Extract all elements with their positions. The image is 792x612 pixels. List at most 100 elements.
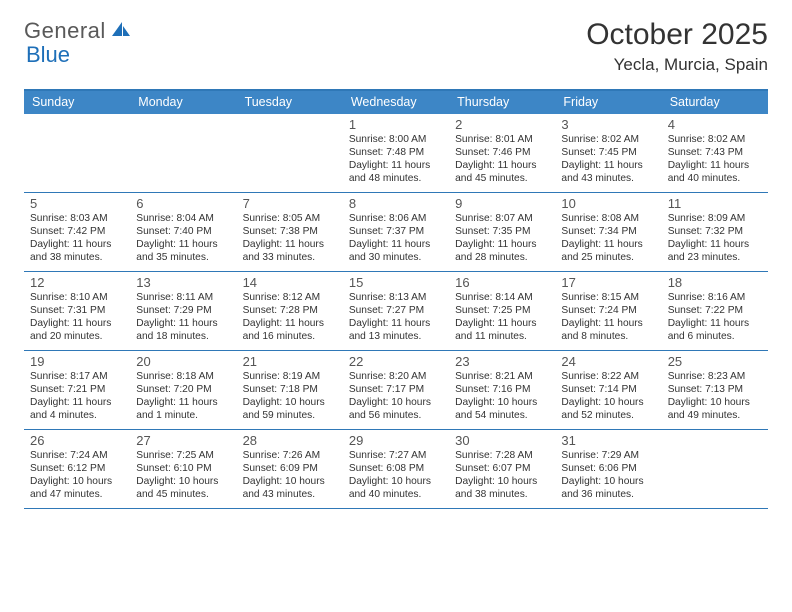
daylight-text-1: Daylight: 11 hours	[136, 396, 230, 409]
daylight-text-2: and 40 minutes.	[668, 172, 762, 185]
sunrise-text: Sunrise: 8:09 AM	[668, 212, 762, 225]
day-cell: 13Sunrise: 8:11 AMSunset: 7:29 PMDayligh…	[130, 272, 236, 350]
daylight-text-1: Daylight: 11 hours	[243, 317, 337, 330]
daylight-text-1: Daylight: 10 hours	[243, 396, 337, 409]
day-cell: 15Sunrise: 8:13 AMSunset: 7:27 PMDayligh…	[343, 272, 449, 350]
day-info: Sunrise: 8:08 AMSunset: 7:34 PMDaylight:…	[561, 212, 655, 264]
daylight-text-1: Daylight: 10 hours	[349, 396, 443, 409]
day-number: 12	[30, 275, 124, 290]
daylight-text-2: and 43 minutes.	[243, 488, 337, 501]
day-cell: 18Sunrise: 8:16 AMSunset: 7:22 PMDayligh…	[662, 272, 768, 350]
sunrise-text: Sunrise: 7:26 AM	[243, 449, 337, 462]
sunrise-text: Sunrise: 8:06 AM	[349, 212, 443, 225]
sunset-text: Sunset: 7:27 PM	[349, 304, 443, 317]
daylight-text-2: and 25 minutes.	[561, 251, 655, 264]
day-cell: 16Sunrise: 8:14 AMSunset: 7:25 PMDayligh…	[449, 272, 555, 350]
daylight-text-2: and 47 minutes.	[30, 488, 124, 501]
sunrise-text: Sunrise: 8:00 AM	[349, 133, 443, 146]
day-number: 1	[349, 117, 443, 132]
day-info: Sunrise: 8:09 AMSunset: 7:32 PMDaylight:…	[668, 212, 762, 264]
day-info: Sunrise: 8:07 AMSunset: 7:35 PMDaylight:…	[455, 212, 549, 264]
day-number: 3	[561, 117, 655, 132]
day-number: 28	[243, 433, 337, 448]
day-cell	[662, 430, 768, 508]
sunset-text: Sunset: 7:20 PM	[136, 383, 230, 396]
day-info: Sunrise: 8:03 AMSunset: 7:42 PMDaylight:…	[30, 212, 124, 264]
day-header-cell: Tuesday	[237, 91, 343, 114]
sunset-text: Sunset: 7:14 PM	[561, 383, 655, 396]
brand-name-2: Blue	[26, 42, 70, 68]
day-number: 29	[349, 433, 443, 448]
day-number: 5	[30, 196, 124, 211]
sunrise-text: Sunrise: 8:05 AM	[243, 212, 337, 225]
day-number: 10	[561, 196, 655, 211]
day-cell	[130, 114, 236, 192]
sunset-text: Sunset: 7:24 PM	[561, 304, 655, 317]
day-info: Sunrise: 7:27 AMSunset: 6:08 PMDaylight:…	[349, 449, 443, 501]
week-row: 5Sunrise: 8:03 AMSunset: 7:42 PMDaylight…	[24, 193, 768, 272]
day-info: Sunrise: 8:23 AMSunset: 7:13 PMDaylight:…	[668, 370, 762, 422]
sunset-text: Sunset: 6:08 PM	[349, 462, 443, 475]
day-info: Sunrise: 8:01 AMSunset: 7:46 PMDaylight:…	[455, 133, 549, 185]
day-number: 8	[349, 196, 443, 211]
daylight-text-2: and 40 minutes.	[349, 488, 443, 501]
day-cell	[24, 114, 130, 192]
daylight-text-2: and 16 minutes.	[243, 330, 337, 343]
day-info: Sunrise: 8:13 AMSunset: 7:27 PMDaylight:…	[349, 291, 443, 343]
sunrise-text: Sunrise: 8:08 AM	[561, 212, 655, 225]
title-block: October 2025 Yecla, Murcia, Spain	[586, 18, 768, 75]
day-number: 17	[561, 275, 655, 290]
daylight-text-1: Daylight: 10 hours	[668, 396, 762, 409]
day-header-cell: Wednesday	[343, 91, 449, 114]
day-cell: 1Sunrise: 8:00 AMSunset: 7:48 PMDaylight…	[343, 114, 449, 192]
day-cell: 26Sunrise: 7:24 AMSunset: 6:12 PMDayligh…	[24, 430, 130, 508]
day-info: Sunrise: 8:06 AMSunset: 7:37 PMDaylight:…	[349, 212, 443, 264]
daylight-text-1: Daylight: 11 hours	[561, 238, 655, 251]
sunset-text: Sunset: 7:38 PM	[243, 225, 337, 238]
daylight-text-1: Daylight: 11 hours	[243, 238, 337, 251]
sunrise-text: Sunrise: 7:25 AM	[136, 449, 230, 462]
day-info: Sunrise: 7:24 AMSunset: 6:12 PMDaylight:…	[30, 449, 124, 501]
day-number: 20	[136, 354, 230, 369]
sunset-text: Sunset: 7:17 PM	[349, 383, 443, 396]
daylight-text-2: and 48 minutes.	[349, 172, 443, 185]
location-label: Yecla, Murcia, Spain	[586, 55, 768, 75]
day-header-row: SundayMondayTuesdayWednesdayThursdayFrid…	[24, 91, 768, 114]
sunrise-text: Sunrise: 8:11 AM	[136, 291, 230, 304]
sunrise-text: Sunrise: 8:22 AM	[561, 370, 655, 383]
daylight-text-1: Daylight: 11 hours	[349, 159, 443, 172]
day-cell: 11Sunrise: 8:09 AMSunset: 7:32 PMDayligh…	[662, 193, 768, 271]
month-title: October 2025	[586, 18, 768, 51]
daylight-text-1: Daylight: 10 hours	[30, 475, 124, 488]
daylight-text-1: Daylight: 11 hours	[349, 238, 443, 251]
daylight-text-1: Daylight: 11 hours	[455, 317, 549, 330]
daylight-text-1: Daylight: 10 hours	[136, 475, 230, 488]
day-cell: 10Sunrise: 8:08 AMSunset: 7:34 PMDayligh…	[555, 193, 661, 271]
sunset-text: Sunset: 7:45 PM	[561, 146, 655, 159]
sunset-text: Sunset: 7:29 PM	[136, 304, 230, 317]
day-number: 9	[455, 196, 549, 211]
sunset-text: Sunset: 7:16 PM	[455, 383, 549, 396]
sunset-text: Sunset: 7:43 PM	[668, 146, 762, 159]
sunrise-text: Sunrise: 8:16 AM	[668, 291, 762, 304]
day-number: 23	[455, 354, 549, 369]
day-cell: 2Sunrise: 8:01 AMSunset: 7:46 PMDaylight…	[449, 114, 555, 192]
day-info: Sunrise: 8:10 AMSunset: 7:31 PMDaylight:…	[30, 291, 124, 343]
sunrise-text: Sunrise: 8:13 AM	[349, 291, 443, 304]
day-number: 2	[455, 117, 549, 132]
daylight-text-1: Daylight: 11 hours	[30, 238, 124, 251]
daylight-text-1: Daylight: 11 hours	[136, 317, 230, 330]
daylight-text-1: Daylight: 11 hours	[455, 159, 549, 172]
day-header-cell: Friday	[555, 91, 661, 114]
daylight-text-2: and 38 minutes.	[30, 251, 124, 264]
day-cell: 30Sunrise: 7:28 AMSunset: 6:07 PMDayligh…	[449, 430, 555, 508]
daylight-text-2: and 52 minutes.	[561, 409, 655, 422]
daylight-text-2: and 59 minutes.	[243, 409, 337, 422]
day-cell: 14Sunrise: 8:12 AMSunset: 7:28 PMDayligh…	[237, 272, 343, 350]
daylight-text-2: and 54 minutes.	[455, 409, 549, 422]
day-cell: 9Sunrise: 8:07 AMSunset: 7:35 PMDaylight…	[449, 193, 555, 271]
day-info: Sunrise: 8:02 AMSunset: 7:43 PMDaylight:…	[668, 133, 762, 185]
sunrise-text: Sunrise: 8:20 AM	[349, 370, 443, 383]
daylight-text-1: Daylight: 11 hours	[136, 238, 230, 251]
day-info: Sunrise: 8:18 AMSunset: 7:20 PMDaylight:…	[136, 370, 230, 422]
